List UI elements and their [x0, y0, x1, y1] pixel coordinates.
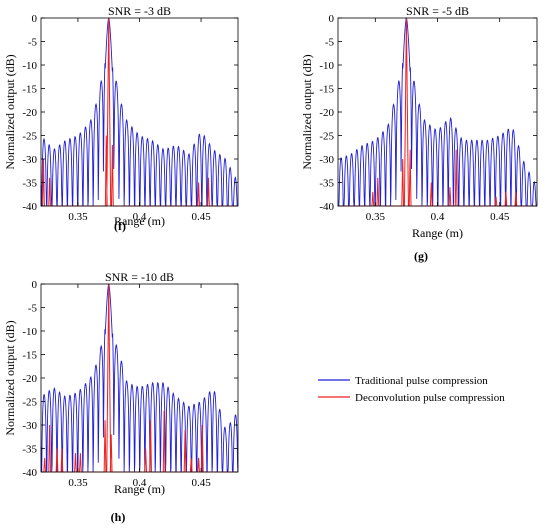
y-axis-label: Normalized output (dB) — [3, 320, 17, 435]
y-tick-label: 0 — [32, 279, 38, 291]
legend: Traditional pulse compression Deconvolut… — [318, 375, 505, 404]
y-tick-label: -10 — [22, 60, 37, 72]
legend-label-deconvolution: Deconvolution pulse compression — [355, 392, 505, 404]
x-tick-label: 0.45 — [191, 477, 211, 489]
x-tick-label: 0.35 — [366, 211, 386, 223]
y-axis-label: Normalized output (dB) — [3, 54, 17, 169]
panel-label: (h) — [111, 510, 126, 524]
y-tick-label: -5 — [28, 37, 38, 49]
y-tick-label: -5 — [28, 303, 38, 315]
y-tick-label: -10 — [319, 60, 334, 72]
panel-label: (g) — [414, 249, 428, 263]
y-tick-label: -40 — [22, 467, 37, 479]
y-tick-label: -35 — [22, 178, 37, 190]
chart-title: SNR = -3 dB — [108, 4, 171, 18]
y-tick-label: -30 — [319, 154, 334, 166]
y-tick-label: -30 — [22, 154, 37, 166]
y-tick-label: -30 — [22, 420, 37, 432]
y-tick-label: -20 — [22, 373, 37, 385]
y-tick-label: -20 — [22, 107, 37, 119]
x-tick-label: 0.45 — [191, 211, 211, 223]
chart-panel-2: 0 -5 -10 -15 -20 -25 -30 -35 -40 0.35 0.4 0.45 SNR =… — [3, 270, 239, 524]
y-tick-label: -40 — [319, 201, 334, 213]
chart-panel-0: 0 -5 -10 -15 -20 -25 -30 -35 -40 0.35 0.4 0.45 SNR =… — [3, 4, 239, 233]
chart-title: SNR = -5 dB — [406, 4, 469, 18]
y-axis-label: Normalized output (dB) — [300, 54, 314, 169]
y-tick-label: -5 — [325, 37, 335, 49]
x-tick-label: 0.4 — [431, 211, 445, 223]
y-tick-label: -25 — [22, 397, 37, 409]
y-tick-label: -15 — [22, 84, 37, 96]
x-axis-label: Range (m) — [114, 482, 165, 496]
y-tick-label: 0 — [32, 13, 38, 25]
series-line-deconvolution — [338, 17, 537, 207]
y-tick-label: 0 — [329, 13, 335, 25]
y-tick-label: -25 — [319, 131, 334, 143]
y-tick-label: -20 — [319, 107, 334, 119]
x-axis-label: Range (m) — [412, 226, 463, 240]
x-tick-label: 0.45 — [490, 211, 510, 223]
y-tick-label: -15 — [22, 350, 37, 362]
series-line-traditional — [40, 283, 239, 473]
x-tick-label: 0.4 — [133, 211, 147, 223]
legend-label-traditional: Traditional pulse compression — [355, 375, 488, 387]
x-tick-label: 0.35 — [68, 477, 88, 489]
y-tick-label: -25 — [22, 131, 37, 143]
series-line-traditional — [40, 17, 238, 207]
y-tick-label: -35 — [319, 178, 334, 190]
y-tick-label: -35 — [22, 444, 37, 456]
series-line-traditional — [338, 17, 537, 207]
x-tick-label: 0.35 — [68, 211, 88, 223]
chart-title: SNR = -10 dB — [105, 270, 174, 284]
y-tick-label: -15 — [319, 84, 334, 96]
y-tick-label: -10 — [22, 326, 37, 338]
chart-panel-1: 0 -5 -10 -15 -20 -25 -30 -35 -40 0.35 0.4 0.45 SNR =… — [300, 4, 538, 263]
x-axis-label: Range (m) — [114, 214, 165, 228]
panel-label: (f) — [114, 219, 126, 233]
x-tick-label: 0.4 — [133, 477, 147, 489]
y-tick-label: -40 — [22, 201, 37, 213]
